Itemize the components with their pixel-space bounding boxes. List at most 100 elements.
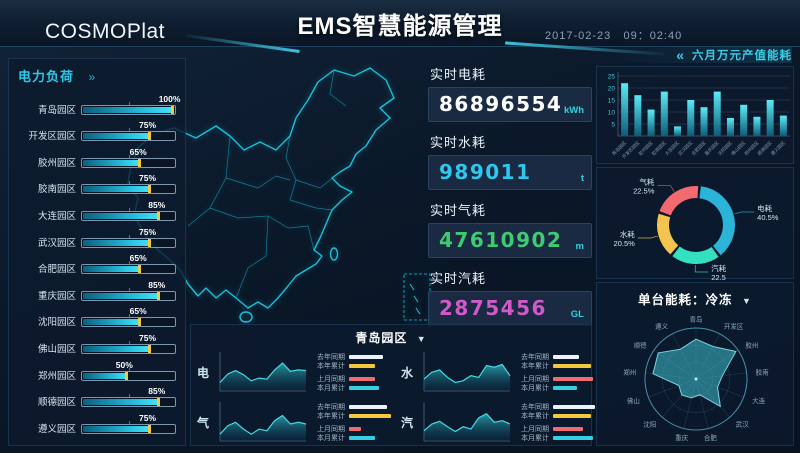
- radar-title-label: 单台能耗：冷冻: [638, 293, 733, 307]
- load-row: 青岛园区 100%: [18, 91, 180, 118]
- right-column-header: « 六月万元产值能耗: [600, 47, 792, 63]
- park-selector[interactable]: 青岛园区 ▼: [197, 329, 585, 346]
- load-bar-marker: [171, 105, 174, 114]
- legend-label: 本月累计: [317, 434, 345, 442]
- stat-value-box: 47610902 m: [428, 223, 592, 258]
- load-bar-marker: [147, 424, 151, 433]
- collapse-chevrons-icon[interactable]: «: [676, 47, 684, 63]
- radar-dropdown-arrow-icon[interactable]: ▼: [742, 296, 752, 306]
- svg-text:25: 25: [608, 74, 616, 81]
- legend-row: 本月累计: [317, 383, 383, 392]
- load-bar-tick: [128, 181, 130, 185]
- legend-label: 上月同期: [521, 375, 549, 383]
- legend-bar: [553, 363, 591, 368]
- load-percent-label: 65%: [129, 253, 147, 264]
- load-bar-tick: [128, 154, 130, 158]
- power-load-list: 青岛园区 100% 开发区园区 75% 胶州园区 65% 胶南园区 75% 大连园区 85% 武汉园…: [18, 91, 180, 437]
- svg-text:胶州: 胶州: [745, 340, 758, 349]
- app-header: COSMOPlat EMS智慧能源管理: [0, 0, 800, 56]
- stat-value: 47610902: [439, 228, 563, 252]
- load-row: 佛山园区 75%: [18, 330, 176, 357]
- stat-label: 实时汽耗: [430, 271, 487, 286]
- svg-text:青岛: 青岛: [690, 315, 703, 324]
- legend-row: 本年累计: [317, 361, 383, 370]
- page-title: EMS智慧能源管理: [297, 13, 503, 40]
- park-name: 合肥园区: [37, 264, 76, 276]
- load-bar-fill: [83, 345, 151, 352]
- load-bar-track: 65%: [81, 147, 176, 168]
- load-row: 胶南园区 75%: [18, 171, 176, 198]
- trend-chart-cell: 水 去年同期 本年累计 上月同期 本月累计: [401, 347, 595, 397]
- load-percent-label: 65%: [129, 146, 147, 157]
- legend-row: 去年同期: [521, 352, 593, 361]
- cosmoplat-logo: COSMOPlat: [45, 20, 166, 43]
- svg-text:开发区: 开发区: [724, 321, 744, 330]
- trend-area-chart: [219, 352, 307, 392]
- radar-title: 单台能耗：冷冻 ▼: [597, 289, 793, 308]
- load-percent-label: 65%: [129, 306, 147, 317]
- legend-label: 本年累计: [521, 412, 549, 420]
- load-row: 沈阳园区 65%: [18, 304, 176, 331]
- load-bar-tick: [128, 287, 130, 291]
- legend-label: 本年累计: [521, 362, 549, 370]
- svg-text:胶南: 胶南: [756, 367, 770, 376]
- taiwan-island: [329, 247, 339, 261]
- stat-value-box: 989011 t: [428, 155, 592, 190]
- legend-row: 本年累计: [521, 361, 593, 370]
- load-row: 郑州园区 50%: [18, 357, 176, 384]
- trend-chart-label: 汽: [401, 415, 414, 430]
- power-load-title: 电力负荷: [18, 69, 75, 84]
- stat-group: 实时气耗 47610902 m: [428, 200, 592, 258]
- svg-text:顺德: 顺德: [634, 340, 648, 349]
- trend-area-chart: [423, 352, 511, 392]
- svg-text:15: 15: [608, 98, 616, 105]
- svg-text:郑州: 郑州: [623, 368, 636, 376]
- monthly-energy-bar-chart: 510152025青岛园区开发区园区胶州园区胶南园区大连园区武汉园区合肥园区重庆…: [608, 72, 790, 160]
- legend-bar: [349, 404, 387, 409]
- stat-unit: GL: [570, 309, 584, 320]
- legend-row: 上月同期: [521, 374, 593, 383]
- load-bar-fill: [83, 292, 161, 299]
- park-name: 开发区园区: [28, 131, 76, 143]
- date-label: 2017-02-23: [545, 30, 612, 42]
- legend-bar: [349, 385, 379, 390]
- load-bar-fill: [83, 399, 161, 406]
- load-row: 大连园区 85%: [18, 197, 176, 224]
- legend-bar: [349, 413, 391, 418]
- stat-group: 实时汽耗 2875456 GL: [428, 268, 592, 326]
- load-percent-label: 85%: [148, 279, 166, 290]
- svg-text:遵义: 遵义: [655, 321, 669, 330]
- legend-label: 上月同期: [317, 425, 345, 433]
- legend-label: 上月同期: [317, 375, 345, 383]
- legend-row: 去年同期: [317, 402, 391, 411]
- trend-chart-cell: 气 去年同期 本年累计 上月同期 本月累计: [197, 397, 391, 447]
- load-bar-tick: [128, 261, 130, 265]
- legend-label: 本年累计: [317, 412, 345, 420]
- load-bar-tick: [128, 314, 130, 318]
- stat-label: 实时水耗: [430, 135, 487, 150]
- park-dropdown-arrow-icon[interactable]: ▼: [416, 334, 427, 344]
- legend-label: 去年同期: [317, 353, 345, 361]
- trend-chart-label: 电: [197, 365, 210, 380]
- load-bar-tick: [128, 394, 130, 398]
- park-name: 佛山园区: [37, 343, 76, 355]
- park-name: 胶南园区: [37, 184, 76, 196]
- load-bar-track: 85%: [81, 386, 176, 408]
- realtime-stats: 实时电耗 86896554 kWh 实时水耗 989011 t 实时气耗 47610902 m 实…: [428, 64, 592, 336]
- unit-energy-radar-panel: 单台能耗：冷冻 ▼ 青岛 开发区 胶州 胶南 大连 武汉 合肥 重庆 沈阳 佛山 郑州 顺德 遵义: [596, 282, 794, 446]
- legend-bar: [553, 426, 583, 431]
- stat-value-box: 2875456 GL: [428, 291, 592, 326]
- svg-text:20: 20: [608, 86, 616, 93]
- load-bar-fill: [83, 186, 151, 193]
- load-row: 胶州园区 65%: [18, 144, 176, 171]
- legend-label: 本月累计: [521, 384, 549, 392]
- energy-share-donut-chart: 电耗 40.5% 汽耗 22.5 水耗 20.5% 气耗 22.5%: [614, 177, 779, 280]
- legend-bar: [553, 435, 593, 440]
- svg-text:佛山: 佛山: [627, 396, 640, 405]
- park-name: 遵义园区: [37, 423, 76, 435]
- trend-legend: 去年同期 本年累计 上月同期 本月累计: [521, 402, 595, 442]
- load-bar-marker: [147, 238, 151, 247]
- park-name: 郑州园区: [37, 370, 76, 382]
